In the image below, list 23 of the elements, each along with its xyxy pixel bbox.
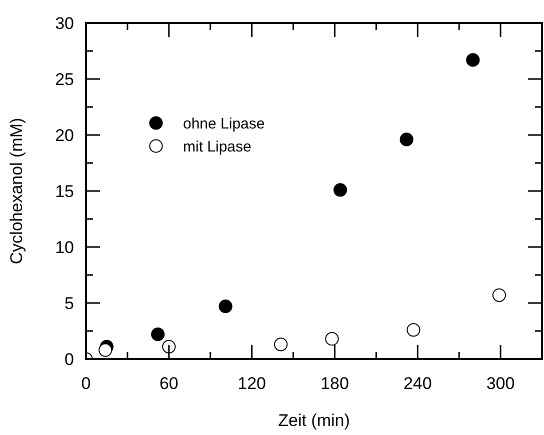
x-tick-label: 300 bbox=[486, 374, 515, 393]
y-tick-label: 25 bbox=[55, 70, 74, 89]
point bbox=[466, 53, 480, 67]
x-tick-label: 60 bbox=[159, 374, 178, 393]
x-tick-label: 180 bbox=[320, 374, 349, 393]
x-tick-label: 0 bbox=[81, 374, 91, 393]
y-tick-label: 15 bbox=[55, 182, 74, 201]
point bbox=[400, 132, 414, 146]
y-tick-label: 30 bbox=[55, 14, 74, 33]
x-axis-title: Zeit (min) bbox=[278, 411, 350, 430]
point bbox=[218, 300, 232, 314]
x-tick-label: 120 bbox=[238, 374, 266, 393]
point bbox=[151, 328, 165, 342]
point bbox=[333, 183, 348, 197]
x-tick-label: 240 bbox=[403, 374, 432, 393]
legend-label: ohne Lipase bbox=[183, 115, 265, 132]
y-tick-label: 20 bbox=[55, 126, 74, 145]
y-tick-label: 5 bbox=[64, 294, 74, 313]
y-axis-title: Cyclohexanol (mM) bbox=[7, 118, 26, 264]
y-tick-label: 10 bbox=[55, 238, 74, 257]
legend-label: mit Lipase bbox=[183, 138, 252, 156]
y-tick-label: 0 bbox=[64, 350, 74, 369]
point bbox=[98, 343, 112, 357]
